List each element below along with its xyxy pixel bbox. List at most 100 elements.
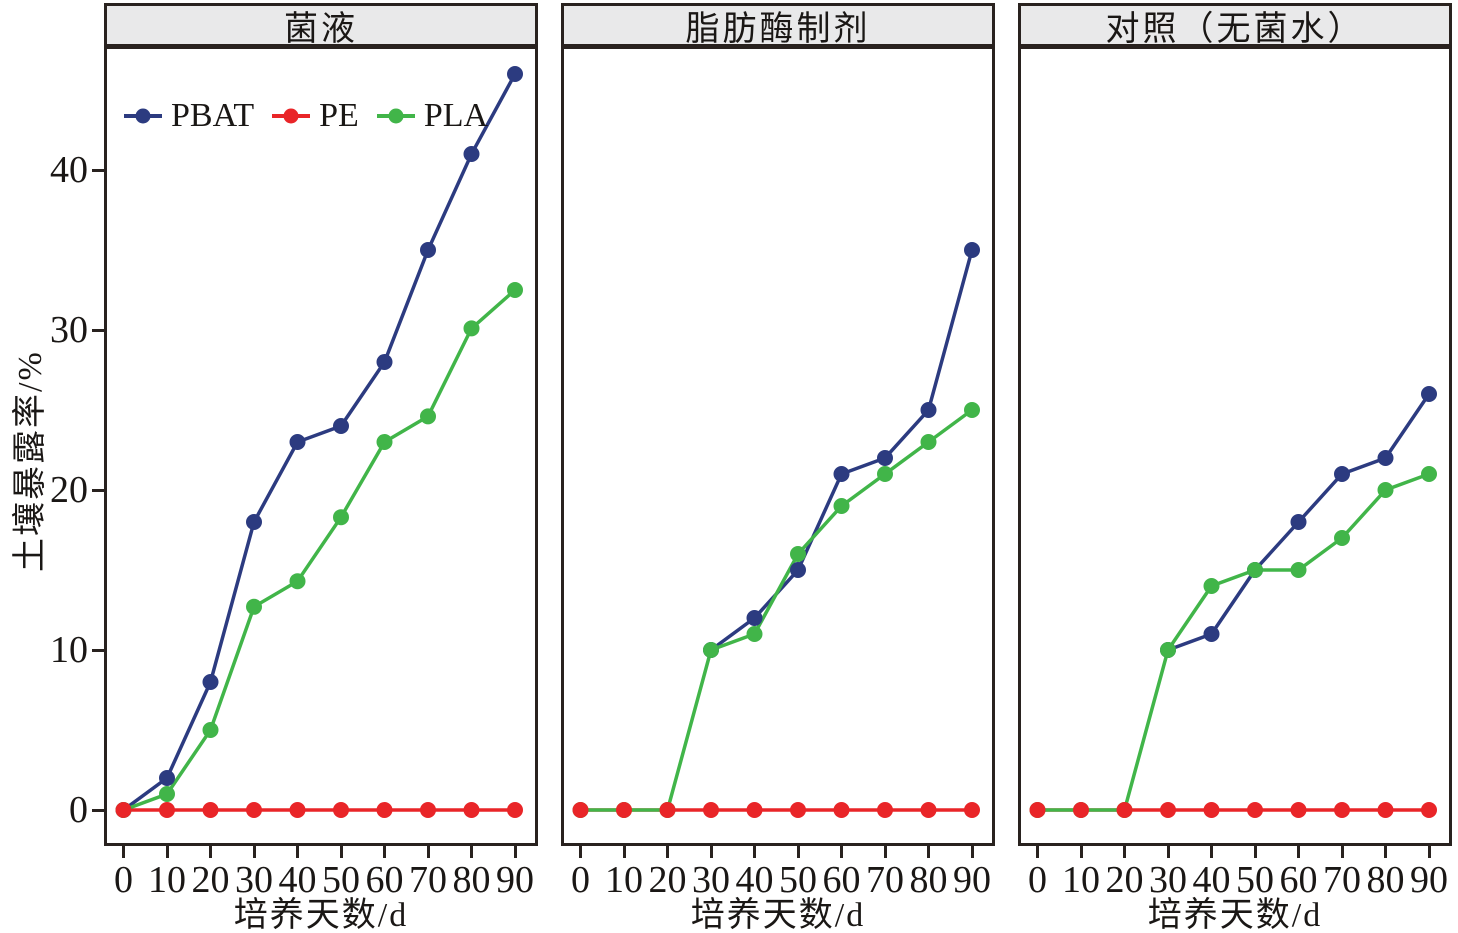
data-point-PLA xyxy=(833,498,850,514)
data-point-PE xyxy=(1334,802,1350,818)
data-point-PBAT xyxy=(920,402,937,418)
data-point-PE xyxy=(1160,802,1176,818)
y-tick-label: 40 xyxy=(50,149,88,191)
x-tick-mark xyxy=(339,846,343,858)
panel-header: 脂肪酶制剂 xyxy=(561,3,995,48)
x-axis-ticks: 0 10 20 30 40 50 60 70 80 90 xyxy=(1018,846,1452,906)
x-tick-mark xyxy=(1253,846,1257,858)
panel-control-sterile-water: 对照（无菌水） 0 10 20 30 40 50 60 70 80 90 培养天数/d xyxy=(1018,3,1452,933)
data-point-PE xyxy=(790,802,806,818)
data-point-PBAT xyxy=(289,434,306,450)
x-tick-label: 60 xyxy=(822,859,861,901)
data-point-PBAT xyxy=(246,514,262,530)
x-tick-mark xyxy=(883,846,887,858)
x-tick-mark xyxy=(709,846,713,858)
x-tick-label: 40 xyxy=(735,859,774,901)
data-point-PBAT xyxy=(746,610,763,626)
x-tick-label: 80 xyxy=(909,859,948,901)
legend: PBAT PE PLA xyxy=(123,97,488,135)
x-tick-mark xyxy=(753,846,756,858)
x-tick-mark xyxy=(1340,846,1344,858)
y-tick-label: 10 xyxy=(50,629,88,671)
x-tick-label: 20 xyxy=(648,859,687,901)
legend-label: PLA xyxy=(423,97,489,134)
x-tick-mark xyxy=(252,846,256,858)
data-point-PLA xyxy=(877,466,893,482)
data-point-PBAT xyxy=(333,418,349,434)
x-tick-label: 90 xyxy=(496,859,534,901)
data-point-PBAT xyxy=(463,146,480,162)
data-point-PE xyxy=(877,802,893,818)
data-point-PBAT xyxy=(964,242,980,258)
x-axis-title: 培养天数/d xyxy=(1147,897,1323,933)
data-point-PBAT xyxy=(1290,514,1307,530)
x-tick-mark xyxy=(1297,846,1300,858)
x-tick-label: 0 xyxy=(1028,859,1047,901)
data-point-PE xyxy=(1377,802,1394,818)
x-tick-mark xyxy=(1210,846,1213,858)
data-point-PE xyxy=(659,802,676,818)
data-point-PLA xyxy=(159,786,175,802)
x-tick-mark xyxy=(970,846,974,858)
data-point-PE xyxy=(572,802,589,818)
panel-header: 对照（无菌水） xyxy=(1018,3,1452,48)
legend-marker-PBAT-icon xyxy=(124,108,162,124)
x-tick-label: 10 xyxy=(1062,859,1100,901)
data-point-PE xyxy=(420,802,436,818)
x-tick-mark xyxy=(1384,846,1387,858)
x-tick-label: 30 xyxy=(692,859,730,901)
x-tick-mark xyxy=(1036,846,1039,858)
data-point-PBAT xyxy=(507,66,523,82)
series-line-PLA xyxy=(580,408,974,812)
data-point-PBAT xyxy=(790,562,806,578)
x-tick-mark xyxy=(1123,846,1126,858)
data-point-PE xyxy=(1073,802,1089,818)
data-point-PE xyxy=(246,802,262,818)
x-tick-label: 50 xyxy=(322,859,360,901)
x-tick-label: 10 xyxy=(605,859,643,901)
x-tick-mark xyxy=(209,846,212,858)
data-point-PLA xyxy=(964,402,980,418)
data-point-PLA xyxy=(246,598,262,615)
data-point-PLA xyxy=(1421,466,1437,482)
data-point-PE xyxy=(703,802,719,818)
legend-item-PBAT: PBAT xyxy=(123,97,254,135)
series-line-PBAT xyxy=(709,249,974,652)
y-tick-mark xyxy=(92,328,105,332)
x-tick-mark xyxy=(470,846,473,858)
x-tick-mark xyxy=(796,846,800,858)
data-point-PE xyxy=(833,802,850,818)
x-tick-mark xyxy=(296,846,299,858)
data-point-PBAT xyxy=(1203,626,1220,642)
x-tick-label: 50 xyxy=(1236,859,1274,901)
legend-marker-PE-icon xyxy=(272,108,311,124)
data-point-PLA xyxy=(507,282,523,298)
legend-item-PLA: PLA xyxy=(376,97,488,135)
data-point-PBAT xyxy=(202,674,219,690)
legend-label: PE xyxy=(319,97,359,134)
y-tick-label: 30 xyxy=(50,309,88,351)
data-point-PBAT xyxy=(1421,386,1437,402)
series-line-PLA xyxy=(122,288,517,812)
x-tick-label: 70 xyxy=(866,859,904,901)
x-tick-mark xyxy=(122,846,125,858)
panel-title: 菌液 xyxy=(284,10,358,48)
data-point-PE xyxy=(1247,802,1263,818)
x-tick-mark xyxy=(579,846,582,858)
data-point-PLA xyxy=(202,722,219,738)
data-point-PE xyxy=(964,802,980,818)
panel-lipase-preparation: 脂肪酶制剂 0 10 20 30 40 50 60 70 80 90 培养天数/d xyxy=(561,3,995,933)
x-tick-mark xyxy=(840,846,843,858)
y-tick-mark xyxy=(92,648,105,652)
x-tick-label: 40 xyxy=(1192,859,1231,901)
legend-marker-PLA-icon xyxy=(376,108,415,124)
x-tick-label: 10 xyxy=(148,859,186,901)
y-tick-mark xyxy=(92,808,105,812)
data-point-PE xyxy=(746,802,763,818)
data-point-PBAT xyxy=(1334,466,1350,482)
data-point-PE xyxy=(1116,802,1133,818)
data-point-PE xyxy=(463,802,480,818)
panel-bacterial-liquid: 菌液 PBAT PE PLA 0 10 20 30 40 50 60 70 80 90 培养天数/d xyxy=(104,3,538,933)
chart-canvas xyxy=(1029,386,1437,818)
